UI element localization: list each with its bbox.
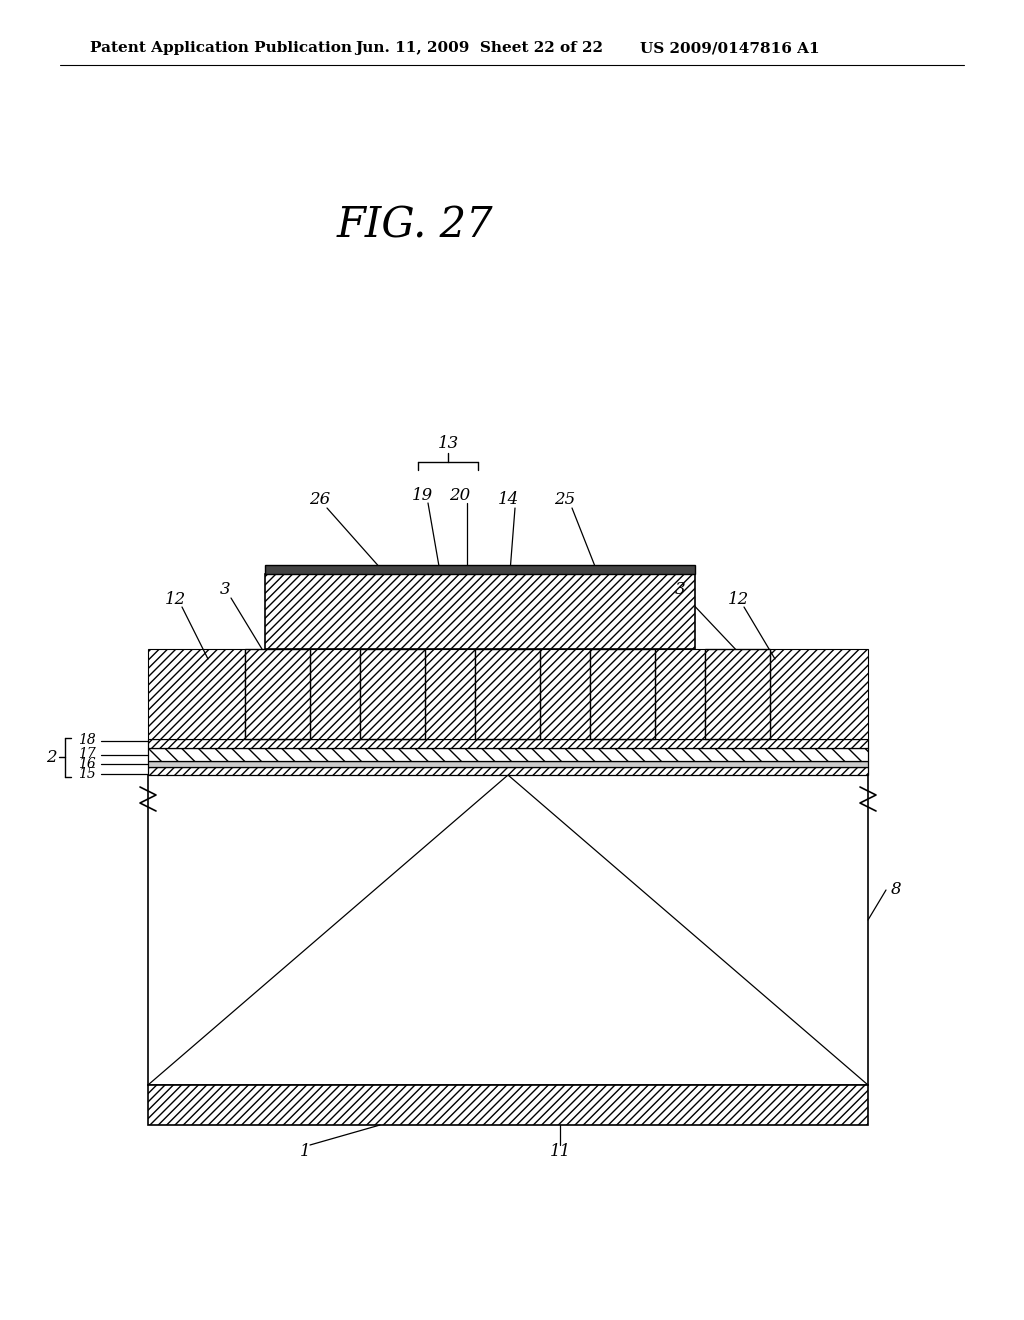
Bar xyxy=(770,649,868,739)
Text: 15: 15 xyxy=(78,767,96,781)
Bar xyxy=(705,649,770,739)
Bar xyxy=(148,762,868,767)
Bar xyxy=(310,649,360,739)
Text: 12: 12 xyxy=(165,591,185,609)
Text: 26: 26 xyxy=(309,491,331,508)
Text: 1: 1 xyxy=(300,1143,310,1160)
Text: 12: 12 xyxy=(727,591,749,609)
Text: 2: 2 xyxy=(46,748,56,766)
Bar xyxy=(148,739,868,748)
Bar xyxy=(245,649,310,739)
Text: 14: 14 xyxy=(498,491,518,508)
Bar xyxy=(655,649,705,739)
Text: Jun. 11, 2009  Sheet 22 of 22: Jun. 11, 2009 Sheet 22 of 22 xyxy=(355,41,603,55)
Bar xyxy=(425,649,475,739)
Text: 11: 11 xyxy=(549,1143,570,1160)
Bar xyxy=(265,565,695,574)
Text: 13: 13 xyxy=(437,436,459,453)
Text: 3: 3 xyxy=(220,582,230,598)
Text: FIG. 27: FIG. 27 xyxy=(337,205,494,246)
Bar xyxy=(148,767,868,775)
Bar xyxy=(360,649,425,739)
Bar xyxy=(148,775,868,1085)
Bar xyxy=(590,649,655,739)
Bar xyxy=(148,649,245,739)
Text: 17: 17 xyxy=(78,747,96,762)
Text: 8: 8 xyxy=(891,882,901,899)
Text: 20: 20 xyxy=(450,487,471,503)
Text: Patent Application Publication: Patent Application Publication xyxy=(90,41,352,55)
Bar xyxy=(475,649,540,739)
Text: 19: 19 xyxy=(412,487,432,503)
Bar xyxy=(265,574,695,649)
Bar xyxy=(148,748,868,762)
Text: 18: 18 xyxy=(78,734,96,747)
Text: 16: 16 xyxy=(78,756,96,771)
Bar xyxy=(540,649,590,739)
Bar xyxy=(148,1085,868,1125)
Text: US 2009/0147816 A1: US 2009/0147816 A1 xyxy=(640,41,819,55)
Text: 25: 25 xyxy=(554,491,575,508)
Text: 3: 3 xyxy=(675,582,685,598)
